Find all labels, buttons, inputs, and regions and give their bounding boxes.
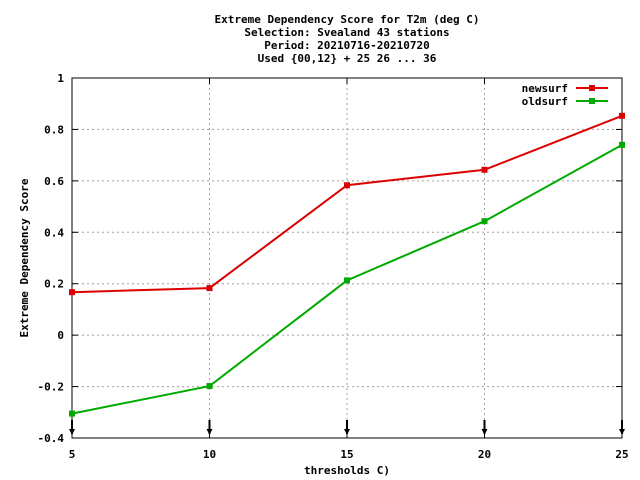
- data-point-newsurf: [206, 285, 213, 292]
- x-tick-label: 5: [69, 448, 76, 461]
- title-line-3: Period: 20210716-20210720: [264, 39, 430, 52]
- y-tick-label: 0.6: [44, 175, 64, 188]
- y-axis: -0.4 -0.2 0 0.2 0.4 0.6 0.8 1: [38, 72, 622, 445]
- data-point-newsurf: [69, 289, 75, 296]
- series-oldsurf: [69, 141, 625, 417]
- title-line-1: Extreme Dependency Score for T2m (deg C): [215, 13, 480, 26]
- legend-marker-oldsurf: [589, 98, 595, 104]
- x-tick-label: 25: [615, 448, 628, 461]
- y-tick-label: 0.8: [44, 123, 64, 136]
- y-tick-label: 1: [57, 72, 64, 85]
- plot-frame: [71, 77, 623, 439]
- grid: [72, 78, 622, 438]
- data-point-newsurf: [344, 182, 350, 189]
- data-point-oldsurf: [69, 410, 75, 417]
- x-axis: 5 10 15 20 25: [69, 78, 629, 461]
- series-layer: [69, 112, 625, 417]
- chart-title: Extreme Dependency Score for T2m (deg C)…: [215, 13, 480, 65]
- y-axis-label: Extreme Dependency Score: [18, 178, 31, 337]
- title-line-4: Used {00,12} + 25 26 ... 36: [258, 52, 437, 65]
- data-point-oldsurf: [619, 141, 625, 148]
- x-axis-label: thresholds C): [304, 464, 390, 477]
- title-line-2: Selection: Svealand 43 stations: [244, 26, 449, 39]
- x-tick-label: 10: [203, 448, 216, 461]
- x-tick-label: 20: [478, 448, 491, 461]
- y-tick-label: 0.4: [44, 226, 64, 239]
- y-tick-label: 0.2: [44, 278, 64, 291]
- legend-label-newsurf: newsurf: [522, 82, 568, 95]
- y-tick-label: -0.4: [38, 432, 65, 445]
- y-tick-label: 0: [57, 329, 64, 342]
- threshold-arrow-head: [206, 429, 213, 435]
- data-point-oldsurf: [344, 277, 350, 284]
- legend-marker-newsurf: [589, 85, 595, 91]
- legend-label-oldsurf: oldsurf: [522, 95, 568, 108]
- data-point-oldsurf: [481, 218, 488, 225]
- data-point-oldsurf: [206, 383, 213, 390]
- threshold-arrow-head: [344, 429, 350, 435]
- x-tick-label: 15: [340, 448, 353, 461]
- series-newsurf: [69, 112, 625, 296]
- threshold-markers: [69, 420, 625, 435]
- threshold-arrow-head: [481, 429, 488, 435]
- data-point-newsurf: [481, 166, 488, 173]
- data-point-newsurf: [619, 112, 625, 119]
- y-tick-label: -0.2: [38, 381, 65, 394]
